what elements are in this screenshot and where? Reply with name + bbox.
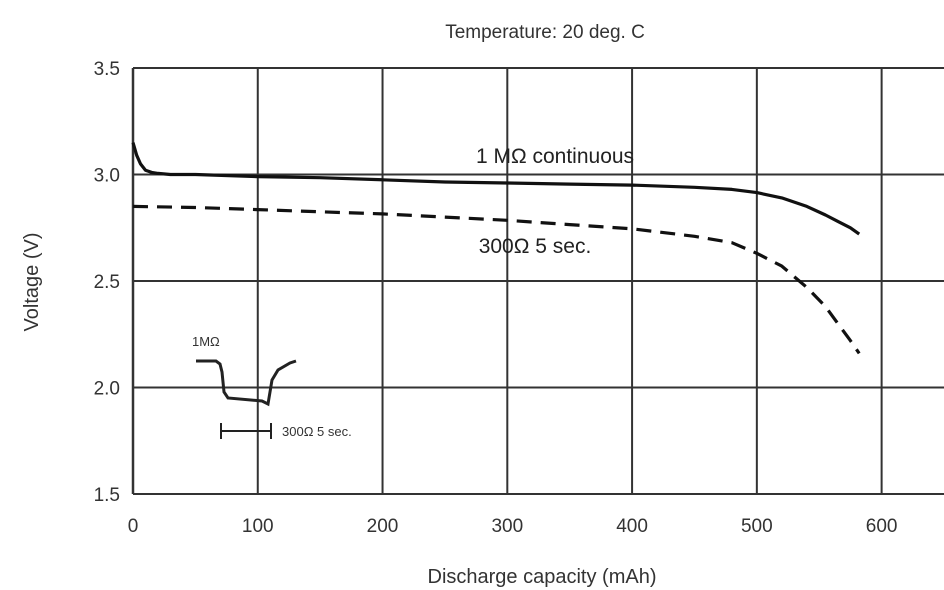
pulse-waveform — [196, 359, 297, 407]
x-tick-label-100: 100 — [242, 516, 274, 537]
series-line-0 — [131, 142, 861, 236]
x-axis-label: Discharge capacity (mAh) — [428, 566, 657, 588]
x-tick-label-200: 200 — [367, 516, 399, 537]
x-tick-label-0: 0 — [128, 516, 139, 537]
x-tick-label-400: 400 — [616, 516, 648, 537]
pulse-inset: 1MΩ 300Ω 5 sec. — [192, 334, 352, 439]
y-tick-label-2.5: 2.5 — [94, 272, 120, 293]
tick-labels: 0 100 200 300 400 500 600 1.5 2.0 2.5 3.0 3.5 — [94, 59, 898, 537]
x-tick-label-600: 600 — [866, 516, 898, 537]
chart-title: Temperature: 20 deg. C — [445, 22, 645, 43]
y-tick-label-3.0: 3.0 — [94, 166, 120, 187]
x-tick-label-500: 500 — [741, 516, 773, 537]
y-axis-label: Voltage (V) — [21, 233, 43, 332]
series-label-300ohm-5sec: 300Ω 5 sec. — [479, 235, 592, 258]
grid — [131, 67, 944, 495]
inset-label-300ohm-5sec: 300Ω 5 sec. — [282, 424, 352, 439]
x-tick-label-300: 300 — [491, 516, 523, 537]
inset-label-1mohm: 1MΩ — [192, 334, 220, 349]
series-label-1mohm-continuous: 1 MΩ continuous — [476, 145, 634, 168]
series-layer — [131, 142, 861, 355]
y-tick-label-2.0: 2.0 — [94, 379, 120, 400]
series-line-1 — [132, 204, 861, 355]
y-tick-label-3.5: 3.5 — [94, 59, 120, 80]
y-tick-label-1.5: 1.5 — [94, 485, 120, 506]
